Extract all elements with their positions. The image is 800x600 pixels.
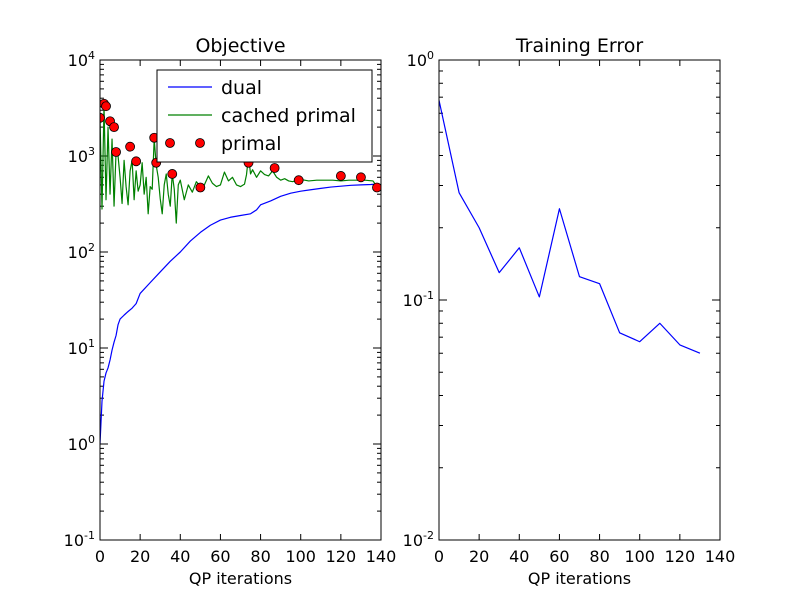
objective-ytick-label: 10-1 [64, 529, 95, 550]
training-error-xtick-label: 140 [705, 547, 736, 566]
objective-cached-primal-line [100, 105, 378, 224]
objective-ytick-label: 102 [68, 241, 95, 262]
objective-title: Objective [195, 35, 285, 57]
training-error-series-line [439, 100, 701, 354]
objective-subplot: Objective 0 20 40 60 80 100 120 140 10-1 100 101 10… [64, 35, 397, 588]
objective-primal-point [101, 101, 111, 112]
training-error-axes-frame [438, 59, 721, 541]
objective-dual-line [100, 183, 378, 445]
objective-xtick-label: 120 [326, 547, 357, 566]
objective-ticks: 0 20 40 60 80 100 120 140 10-1 100 101 102 103 104 [64, 49, 397, 566]
training-error-xlabel: QP iterations [528, 569, 631, 588]
training-error-ticks: 0 20 40 60 80 100 120 140 10-2 10-1 100 [403, 49, 736, 566]
objective-ytick-label: 101 [68, 337, 95, 358]
training-error-subplot: Training Error 0 20 40 60 80 100 120 140 10-2 10-… [403, 35, 736, 588]
training-error-ytick-label: 10-1 [403, 289, 434, 310]
objective-ytick-label: 103 [68, 145, 95, 166]
legend-primal-marker-right [195, 138, 205, 148]
objective-xtick-label: 40 [170, 547, 190, 566]
objective-primal-point [131, 156, 142, 167]
objective-primal-point [109, 122, 119, 133]
training-error-xtick-label: 20 [469, 547, 489, 566]
training-error-title: Training Error [515, 35, 644, 57]
objective-ytick-label: 104 [68, 49, 95, 70]
training-error-xtick-label: 100 [624, 547, 655, 566]
objective-primal-point [195, 182, 206, 193]
objective-ytick-label: 100 [68, 433, 95, 454]
objective-xtick-label: 100 [285, 547, 316, 566]
objective-xtick-label: 0 [95, 547, 105, 566]
training-error-xtick-label: 80 [589, 547, 609, 566]
objective-primal-point [167, 169, 178, 179]
objective-primal-point [125, 141, 136, 152]
objective-plot-area [100, 98, 381, 445]
training-error-xtick-label: 40 [509, 547, 529, 566]
objective-primal-point [372, 182, 381, 193]
legend-cached-primal-label: cached primal [221, 105, 356, 127]
objective-xlabel: QP iterations [189, 569, 292, 588]
legend-box [156, 69, 373, 163]
training-error-xtick-label: 120 [665, 547, 696, 566]
training-error-xtick-label: 0 [434, 547, 444, 566]
objective-primal-point [269, 163, 280, 173]
objective-primal-point [335, 171, 346, 181]
legend-primal-marker-left [165, 138, 175, 148]
objective-xtick-label: 140 [366, 547, 397, 566]
legend-dual-label: dual [221, 77, 262, 99]
training-error-plot-area [439, 100, 701, 354]
training-error-ytick-label: 100 [407, 49, 434, 70]
training-error-xtick-label: 60 [549, 547, 569, 566]
objective-axes-frame [99, 59, 382, 541]
objective-primal-point [356, 172, 366, 183]
training-error-ytick-label: 10-2 [403, 529, 434, 550]
objective-primal-point [100, 112, 105, 123]
objective-xtick-label: 80 [250, 547, 270, 566]
objective-primal-point [111, 147, 121, 157]
objective-primal-point [293, 175, 304, 186]
objective-xtick-label: 20 [130, 547, 150, 566]
legend-primal-label: primal [221, 133, 282, 155]
objective-xtick-label: 60 [210, 547, 230, 566]
objective-legend: dual cached primal primal [156, 69, 373, 163]
